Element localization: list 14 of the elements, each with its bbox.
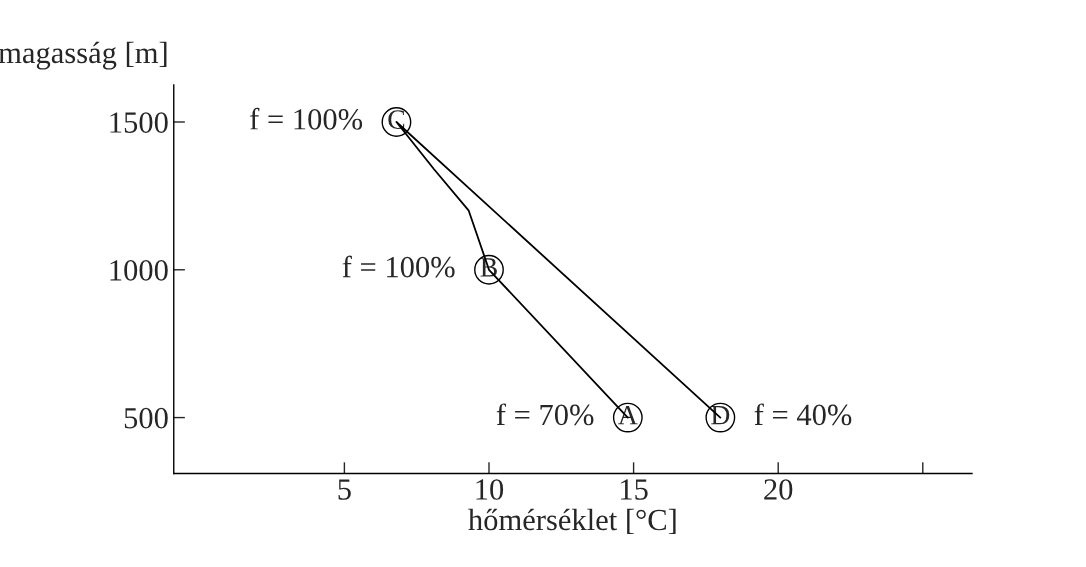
y-tick-label: 1500 <box>110 112 168 133</box>
x-tick-label: 5 <box>338 479 351 500</box>
x-tick-label: 20 <box>764 479 793 500</box>
x-axis-title: hőmérséklet [°C] <box>468 508 676 535</box>
y-tick-label: 1000 <box>110 260 168 281</box>
annotation: f = 100% <box>342 255 455 278</box>
annotation: A <box>618 405 638 425</box>
annotation: f = 70% <box>496 403 594 426</box>
y-tick-label: 500 <box>124 407 168 429</box>
x-tick-label: 10 <box>476 479 504 500</box>
annotation: D <box>711 406 730 425</box>
x-tick-label: 15 <box>621 479 648 500</box>
annotation: f = 40% <box>754 403 852 426</box>
annotation: f = 100% <box>250 107 363 130</box>
